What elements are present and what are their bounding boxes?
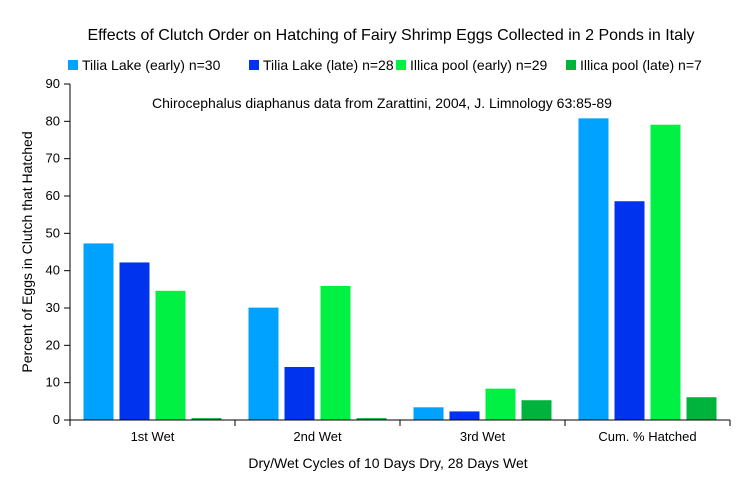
y-axis-label: Percent of Eggs in Clutch that Hatched (19, 131, 35, 372)
x-tick-label-2: 2nd Wet (293, 429, 342, 444)
y-axis-ticks: 0 10 20 30 40 50 60 70 80 90 (46, 76, 70, 427)
legend-swatch-3 (396, 60, 406, 70)
x-axis-ticks: 1st Wet 2nd Wet 3rd Wet Cum. % Hatched (69, 420, 731, 444)
bars (83, 118, 717, 421)
y-tick-label-2: 20 (46, 337, 60, 352)
legend-swatch-1 (68, 60, 78, 70)
x-tick-label-3: 3rd Wet (460, 429, 506, 444)
bar-1-4 (578, 118, 609, 420)
bar-1-3 (413, 407, 444, 420)
y-tick-label-4: 40 (46, 263, 60, 278)
legend-label-1: Tilia Lake (early) n=30 (82, 57, 221, 73)
chart-annotation: Chirocephalus diaphanus data from Zaratt… (152, 95, 612, 111)
x-tick-label-4: Cum. % Hatched (598, 429, 696, 444)
y-tick-label-7: 70 (46, 151, 60, 166)
bar-2-2 (284, 366, 315, 420)
y-tick-label-5: 50 (46, 225, 60, 240)
legend-swatch-2 (249, 60, 259, 70)
legend: Tilia Lake (early) n=30 Tilia Lake (late)… (68, 57, 702, 73)
bar-1-2 (248, 307, 279, 420)
chart-title: Effects of Clutch Order on Hatching of F… (87, 27, 694, 44)
y-tick-label-8: 80 (46, 113, 60, 128)
x-axis-label: Dry/Wet Cycles of 10 Days Dry, 28 Days W… (248, 455, 527, 471)
y-tick-label-9: 90 (46, 76, 60, 91)
bar-3-4 (650, 124, 681, 421)
bar-2-3 (449, 411, 480, 420)
bar-3-1 (155, 290, 186, 420)
plot-area: 0 10 20 30 40 50 60 70 80 90 1st Wet 2nd Wet 3rd We… (46, 76, 731, 444)
bar-4-1 (191, 418, 222, 420)
y-tick-label-0: 0 (53, 412, 60, 427)
bar-2-4 (614, 201, 645, 420)
legend-label-3: Illica pool (early) n=29 (410, 57, 548, 73)
y-tick-label-1: 10 (46, 375, 60, 390)
legend-label-2: Tilia Lake (late) n=28 (263, 57, 394, 73)
bar-4-4 (686, 397, 717, 420)
bar-4-3 (521, 400, 552, 420)
y-tick-label-3: 30 (46, 300, 60, 315)
y-tick-label-6: 60 (46, 188, 60, 203)
legend-swatch-4 (566, 60, 576, 70)
bar-3-2 (320, 285, 351, 420)
bar-4-2 (356, 418, 387, 420)
bar-1-1 (83, 243, 114, 420)
bar-2-1 (119, 262, 150, 420)
bar-3-3 (485, 388, 516, 420)
x-tick-label-1: 1st Wet (131, 429, 175, 444)
legend-label-4: Illica pool (late) n=7 (580, 57, 702, 73)
